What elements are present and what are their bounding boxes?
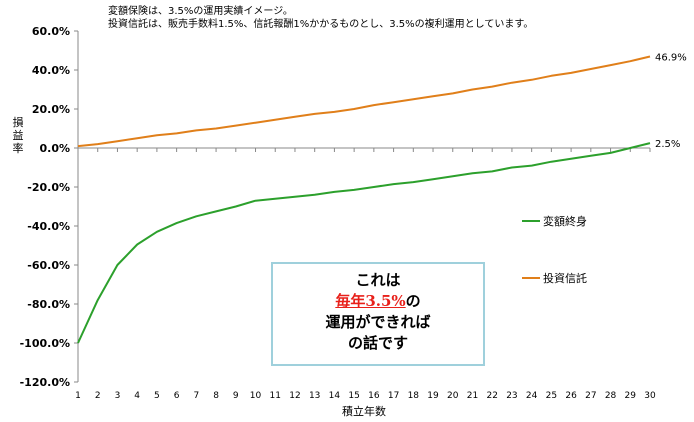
x-tick-label: 21 xyxy=(467,391,478,401)
callout-line4: の話です xyxy=(347,334,408,352)
x-tick-label: 2 xyxy=(95,391,101,401)
y-tick-label: -120.0% xyxy=(20,376,70,389)
y-axis-title: 損益率 xyxy=(13,115,24,155)
x-tick-label: 11 xyxy=(270,391,281,401)
y-tick-label: -80.0% xyxy=(27,298,70,311)
x-tick-label: 18 xyxy=(408,391,420,401)
series-end-label-1: 2.5% xyxy=(655,139,680,150)
legend-label-1: 変額終身 xyxy=(543,214,587,228)
y-tick-label: 40.0% xyxy=(32,64,70,77)
x-axis-title: 積立年数 xyxy=(342,404,386,418)
x-tick-label: 30 xyxy=(644,391,656,401)
x-tick-label: 7 xyxy=(193,391,199,401)
x-tick-label: 27 xyxy=(585,391,596,401)
x-tick-label: 29 xyxy=(625,391,637,401)
x-tick-label: 9 xyxy=(233,391,239,401)
y-tick-label: -20.0% xyxy=(27,181,70,194)
x-tick-label: 10 xyxy=(250,391,262,401)
x-tick-label: 20 xyxy=(447,391,459,401)
x-tick-label: 4 xyxy=(134,391,140,401)
x-tick-label: 25 xyxy=(546,391,557,401)
series-line-1 xyxy=(77,142,651,344)
callout-line3: 運用ができれば xyxy=(325,313,431,331)
y-tick-label: 20.0% xyxy=(32,103,70,116)
x-tick-label: 8 xyxy=(213,391,219,401)
y-tick-label: -40.0% xyxy=(27,220,70,233)
x-tick-label: 16 xyxy=(368,391,380,401)
x-tick-label: 22 xyxy=(486,391,497,401)
x-tick-label: 5 xyxy=(154,391,160,401)
x-tick-label: 14 xyxy=(329,391,341,401)
callout-box: これは 毎年3.5%の 運用ができれば の話です xyxy=(271,262,485,366)
series-end-label-2: 46.9% xyxy=(655,53,687,64)
legend-label-2: 投資信託 xyxy=(543,271,587,285)
callout-line2-rest: の xyxy=(405,292,421,310)
series-line-2 xyxy=(77,55,651,148)
x-tick-label: 24 xyxy=(526,391,538,401)
y-tick-label: 0.0% xyxy=(39,142,70,155)
x-tick-label: 23 xyxy=(506,391,517,401)
x-tick-label: 12 xyxy=(289,391,300,401)
x-tick-label: 17 xyxy=(388,391,399,401)
y-tick-label: -60.0% xyxy=(27,259,70,272)
callout-line2: 毎年3.5%の xyxy=(273,291,483,312)
chart-note-line2: 投資信託は、販売手数料1.5%、信託報酬1%かかるものとし、3.5%の複利運用と… xyxy=(108,19,534,30)
x-tick-label: 19 xyxy=(427,391,439,401)
y-tick-label: 60.0% xyxy=(32,25,70,38)
x-tick-label: 1 xyxy=(75,391,81,401)
callout-highlight: 毎年3.5% xyxy=(335,292,406,310)
x-tick-label: 3 xyxy=(115,391,121,401)
x-tick-label: 15 xyxy=(348,391,359,401)
x-tick-label: 26 xyxy=(565,391,577,401)
x-tick-label: 13 xyxy=(309,391,320,401)
callout-line1: これは xyxy=(355,271,401,289)
chart-note-line1: 変額保険は、3.5%の運用実績イメージ。 xyxy=(108,6,293,17)
y-tick-label: -100.0% xyxy=(20,337,70,350)
x-tick-label: 28 xyxy=(605,391,617,401)
x-tick-label: 6 xyxy=(174,391,180,401)
